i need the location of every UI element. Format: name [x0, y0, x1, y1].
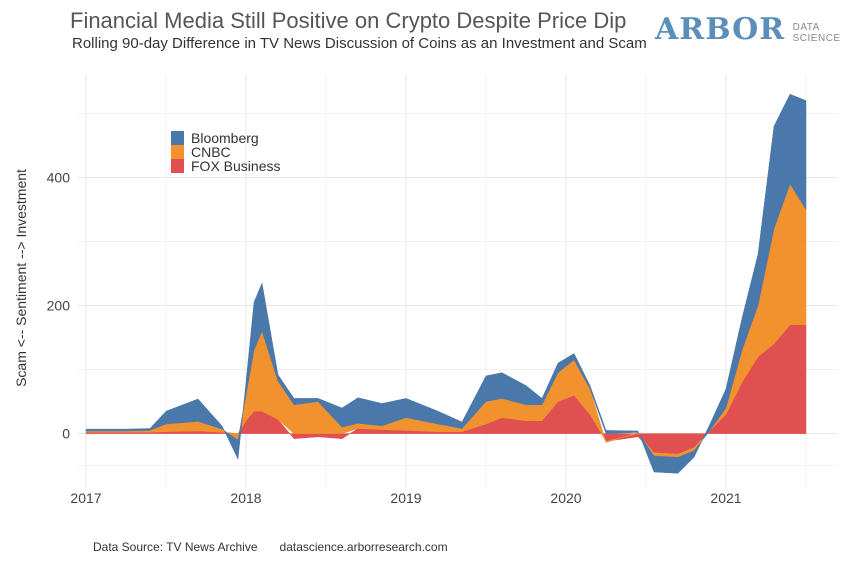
- x-tick-label: 2017: [70, 490, 101, 506]
- logo-wordmark: ARBOR: [655, 12, 786, 47]
- legend-label-fox-business: FOX Business: [191, 158, 280, 174]
- stacked-areas: [85, 93, 807, 474]
- y-tick-label: 0: [62, 426, 70, 442]
- arbor-logo: ARBOR DATA SCIENCE: [655, 12, 841, 52]
- legend-swatch-cnbc: [171, 145, 184, 159]
- y-axis-label: Scam <-- Sentiment --> Investment: [13, 169, 29, 387]
- area-bloomberg: [85, 93, 807, 474]
- legend-swatch-bloomberg: [171, 131, 184, 145]
- website-link[interactable]: datascience.arborresearch.com: [279, 540, 448, 554]
- x-axis: 2017 2018 2019 2020 2021: [70, 490, 741, 506]
- x-tick-label: 2020: [550, 490, 581, 506]
- area-fox-business: [85, 324, 807, 455]
- y-tick-label: 200: [47, 298, 71, 314]
- data-source: Data Source: TV News Archive: [93, 540, 258, 554]
- x-tick-label: 2021: [710, 490, 741, 506]
- legend-label-bloomberg: Bloomberg: [191, 130, 259, 146]
- logo-sub-line1: DATA: [792, 22, 820, 33]
- footer: Data Source: TV News Archive datascience.…: [93, 540, 448, 554]
- legend-swatch-fox-business: [171, 159, 184, 173]
- chart-subtitle: Rolling 90-day Difference in TV News Dis…: [72, 35, 647, 52]
- y-tick-label: 400: [47, 169, 71, 185]
- x-tick-label: 2019: [390, 490, 421, 506]
- chart-title: Financial Media Still Positive on Crypto…: [70, 8, 627, 33]
- logo-sub-line2: SCIENCE: [792, 33, 841, 44]
- y-axis: 0 200 400: [47, 169, 71, 441]
- sentiment-chart: 2017 2018 2019 2020 2021 0 200 400 Scam <-- Se…: [13, 75, 838, 506]
- legend-label-cnbc: CNBC: [191, 144, 231, 160]
- x-tick-label: 2018: [230, 490, 261, 506]
- logo-subtext: DATA SCIENCE: [793, 22, 841, 44]
